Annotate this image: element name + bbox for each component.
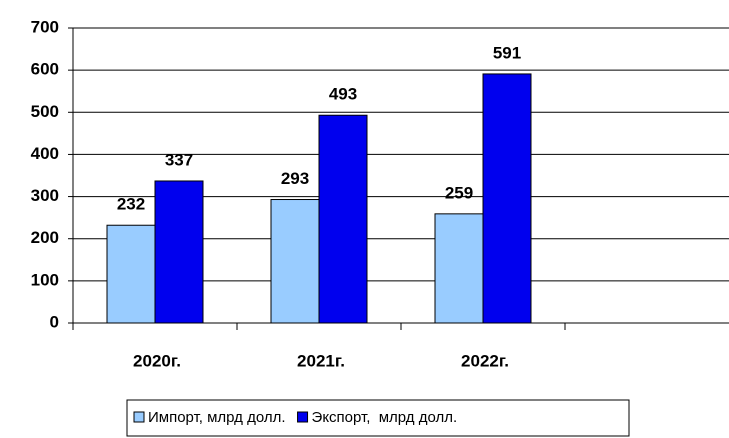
data-label: 293 bbox=[281, 169, 309, 188]
bar bbox=[106, 224, 156, 324]
y-tick-label: 500 bbox=[31, 102, 59, 121]
data-label: 493 bbox=[329, 85, 357, 104]
legend-label: Экспорт, млрд долл. bbox=[312, 409, 458, 426]
bar bbox=[434, 213, 484, 324]
legend-swatch bbox=[297, 411, 309, 423]
bar bbox=[318, 114, 368, 324]
legend bbox=[126, 399, 630, 437]
x-tick-label: 2020г. bbox=[133, 351, 181, 370]
y-tick-label: 700 bbox=[31, 17, 59, 36]
data-label: 591 bbox=[493, 43, 521, 62]
bar bbox=[270, 199, 320, 324]
x-tick-label: 2022г. bbox=[461, 351, 509, 370]
legend-label: Импорт, млрд долл. bbox=[148, 409, 286, 426]
y-tick-label: 100 bbox=[31, 270, 59, 289]
bar bbox=[154, 180, 204, 324]
legend-swatch bbox=[133, 411, 145, 423]
y-tick-label: 300 bbox=[31, 186, 59, 205]
x-tick-label: 2021г. bbox=[297, 351, 345, 370]
data-label: 232 bbox=[117, 195, 145, 214]
y-tick-label: 400 bbox=[31, 144, 59, 163]
data-label: 259 bbox=[445, 183, 473, 202]
y-tick-label: 600 bbox=[31, 60, 59, 79]
bar bbox=[482, 73, 532, 324]
y-tick-label: 0 bbox=[50, 312, 59, 331]
data-label: 337 bbox=[165, 150, 193, 169]
y-tick-label: 200 bbox=[31, 228, 59, 247]
